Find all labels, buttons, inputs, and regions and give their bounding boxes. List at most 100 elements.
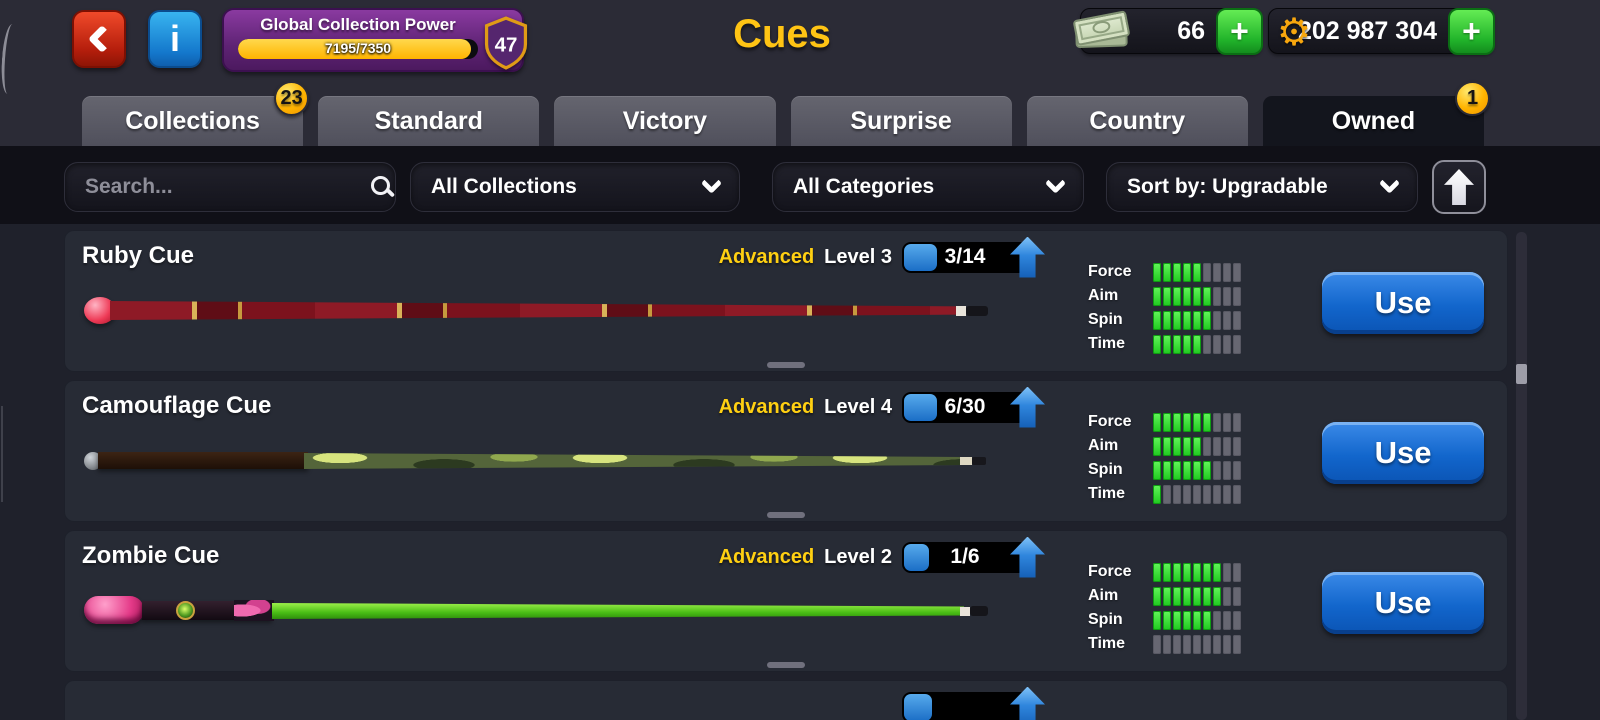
upgrade-progress-text: 6/30 bbox=[944, 395, 986, 418]
add-cash-button[interactable]: + bbox=[1216, 8, 1263, 55]
stat-segment-filled bbox=[1173, 610, 1181, 630]
use-button[interactable]: Use bbox=[1322, 272, 1484, 334]
coins-counter: ⚙ 202 987 304 + bbox=[1268, 8, 1495, 55]
add-coins-button[interactable]: + bbox=[1448, 8, 1495, 55]
collections-dropdown[interactable]: All Collections bbox=[410, 162, 740, 212]
cue-tier-label: Advanced bbox=[718, 545, 815, 568]
search-input[interactable] bbox=[85, 175, 370, 199]
tab-surprise[interactable]: Surprise bbox=[790, 96, 1012, 146]
tab-standard[interactable]: Standard bbox=[318, 96, 540, 146]
stat-segment-empty bbox=[1183, 484, 1191, 504]
stat-segment-filled bbox=[1203, 586, 1211, 606]
stat-segment-empty bbox=[1233, 436, 1241, 456]
stat-segment-filled bbox=[1153, 334, 1161, 354]
stat-segment-filled bbox=[1203, 412, 1211, 432]
stat-segment-empty bbox=[1223, 334, 1231, 354]
upgrade-progress-bar bbox=[902, 686, 1045, 720]
stat-segment-empty bbox=[1223, 484, 1231, 504]
stat-segment-filled bbox=[1153, 436, 1161, 456]
cue-card-partial bbox=[64, 680, 1508, 720]
use-button[interactable]: Use bbox=[1322, 422, 1484, 484]
stat-segment-filled bbox=[1193, 334, 1201, 354]
tab-victory[interactable]: Victory bbox=[554, 96, 776, 146]
cue-name: Camouflage Cue bbox=[82, 392, 272, 419]
cue-image-camouflage bbox=[84, 444, 992, 478]
stat-label-spin: Spin bbox=[1088, 461, 1123, 478]
upgrade-progress-fill bbox=[904, 243, 937, 271]
categories-dropdown-value: All Categories bbox=[793, 175, 935, 198]
stat-segment-empty bbox=[1163, 484, 1171, 504]
stat-segment-empty bbox=[1203, 484, 1211, 504]
stat-segment-empty bbox=[1233, 610, 1241, 630]
tab-label: Collections bbox=[125, 106, 260, 135]
stat-segment-empty bbox=[1233, 412, 1241, 432]
force-bar bbox=[1153, 262, 1241, 282]
scrollbar-thumb[interactable] bbox=[1516, 364, 1527, 384]
tab-collections[interactable]: Collections 23 bbox=[82, 81, 310, 146]
sort-dropdown-value: Sort by: Upgradable bbox=[1127, 175, 1328, 198]
stat-segment-empty bbox=[1233, 562, 1241, 582]
stat-segment-filled bbox=[1163, 436, 1171, 456]
stat-segment-empty bbox=[1183, 634, 1191, 654]
cue-level-row: Advanced Level 4 6/30 bbox=[624, 386, 1045, 428]
stat-segment-empty bbox=[1233, 460, 1241, 480]
stat-segment-empty bbox=[1223, 586, 1231, 606]
tab-collections-badge: 23 bbox=[274, 81, 310, 116]
tab-label: Victory bbox=[622, 106, 708, 135]
stat-segment-empty bbox=[1213, 436, 1221, 456]
cue-tier-label: Advanced bbox=[718, 245, 815, 268]
categories-dropdown[interactable]: All Categories bbox=[772, 162, 1084, 212]
page-title: Cues bbox=[733, 12, 831, 56]
stat-segment-empty bbox=[1203, 436, 1211, 456]
stat-segment-empty bbox=[1153, 634, 1161, 654]
filter-bar: All Collections All Categories Sort by: … bbox=[0, 146, 1600, 224]
stat-segment-filled bbox=[1183, 286, 1191, 306]
stat-segment-empty bbox=[1223, 610, 1231, 630]
stat-segment-empty bbox=[1193, 634, 1201, 654]
stat-segment-filled bbox=[1173, 460, 1181, 480]
stat-segment-empty bbox=[1233, 334, 1241, 354]
stat-label-spin: Spin bbox=[1088, 611, 1123, 628]
search-box[interactable] bbox=[64, 162, 396, 212]
upgrade-progress-bar: 1/6 bbox=[902, 536, 1045, 578]
stat-label-aim: Aim bbox=[1088, 437, 1119, 454]
info-button[interactable]: i bbox=[148, 10, 202, 68]
cue-name: Ruby Cue bbox=[82, 242, 195, 269]
stat-label-aim: Aim bbox=[1088, 587, 1119, 604]
tab-label: Surprise bbox=[850, 106, 952, 135]
stat-segment-filled bbox=[1193, 586, 1201, 606]
stat-segment-filled bbox=[1193, 436, 1201, 456]
stat-segment-empty bbox=[1223, 310, 1231, 330]
stat-segment-filled bbox=[1183, 310, 1191, 330]
coins-value: 202 987 304 bbox=[1297, 16, 1437, 45]
tab-owned[interactable]: Owned 1 bbox=[1262, 81, 1491, 146]
stat-segment-filled bbox=[1193, 412, 1201, 432]
gcp-progress-text: 7195/7350 bbox=[324, 40, 392, 56]
stat-segment-empty bbox=[1233, 634, 1241, 654]
back-button[interactable] bbox=[72, 10, 126, 68]
back-arrow-icon bbox=[87, 24, 117, 54]
spin-bar bbox=[1153, 610, 1241, 630]
global-collection-power-badge[interactable]: Global Collection Power 7195/7350 47 bbox=[222, 8, 528, 72]
time-bar bbox=[1153, 484, 1241, 504]
scrollbar-track[interactable] bbox=[1516, 232, 1527, 720]
sort-dropdown[interactable]: Sort by: Upgradable bbox=[1106, 162, 1418, 212]
stat-segment-filled bbox=[1173, 412, 1181, 432]
stat-segment-filled bbox=[1203, 610, 1211, 630]
stat-segment-filled bbox=[1193, 610, 1201, 630]
cue-card-ruby: Ruby Cue Advanced Level 3 3/14 Force Aim… bbox=[64, 230, 1508, 372]
time-bar bbox=[1153, 634, 1241, 654]
stat-segment-empty bbox=[1173, 634, 1181, 654]
cue-name: Zombie Cue bbox=[82, 542, 220, 569]
stat-segment-filled bbox=[1153, 484, 1161, 504]
upgrade-arrow-icon[interactable] bbox=[1010, 686, 1045, 720]
cue-stats: Force Aim Spin Time bbox=[1088, 410, 1241, 506]
cue-tier-label: Advanced bbox=[718, 395, 815, 418]
sort-direction-button[interactable] bbox=[1432, 160, 1486, 214]
tab-country[interactable]: Country bbox=[1026, 96, 1248, 146]
use-button[interactable]: Use bbox=[1322, 572, 1484, 634]
tab-label: Country bbox=[1089, 106, 1186, 135]
stat-segment-empty bbox=[1223, 262, 1231, 282]
cue-level-label: Level 3 bbox=[824, 245, 892, 268]
